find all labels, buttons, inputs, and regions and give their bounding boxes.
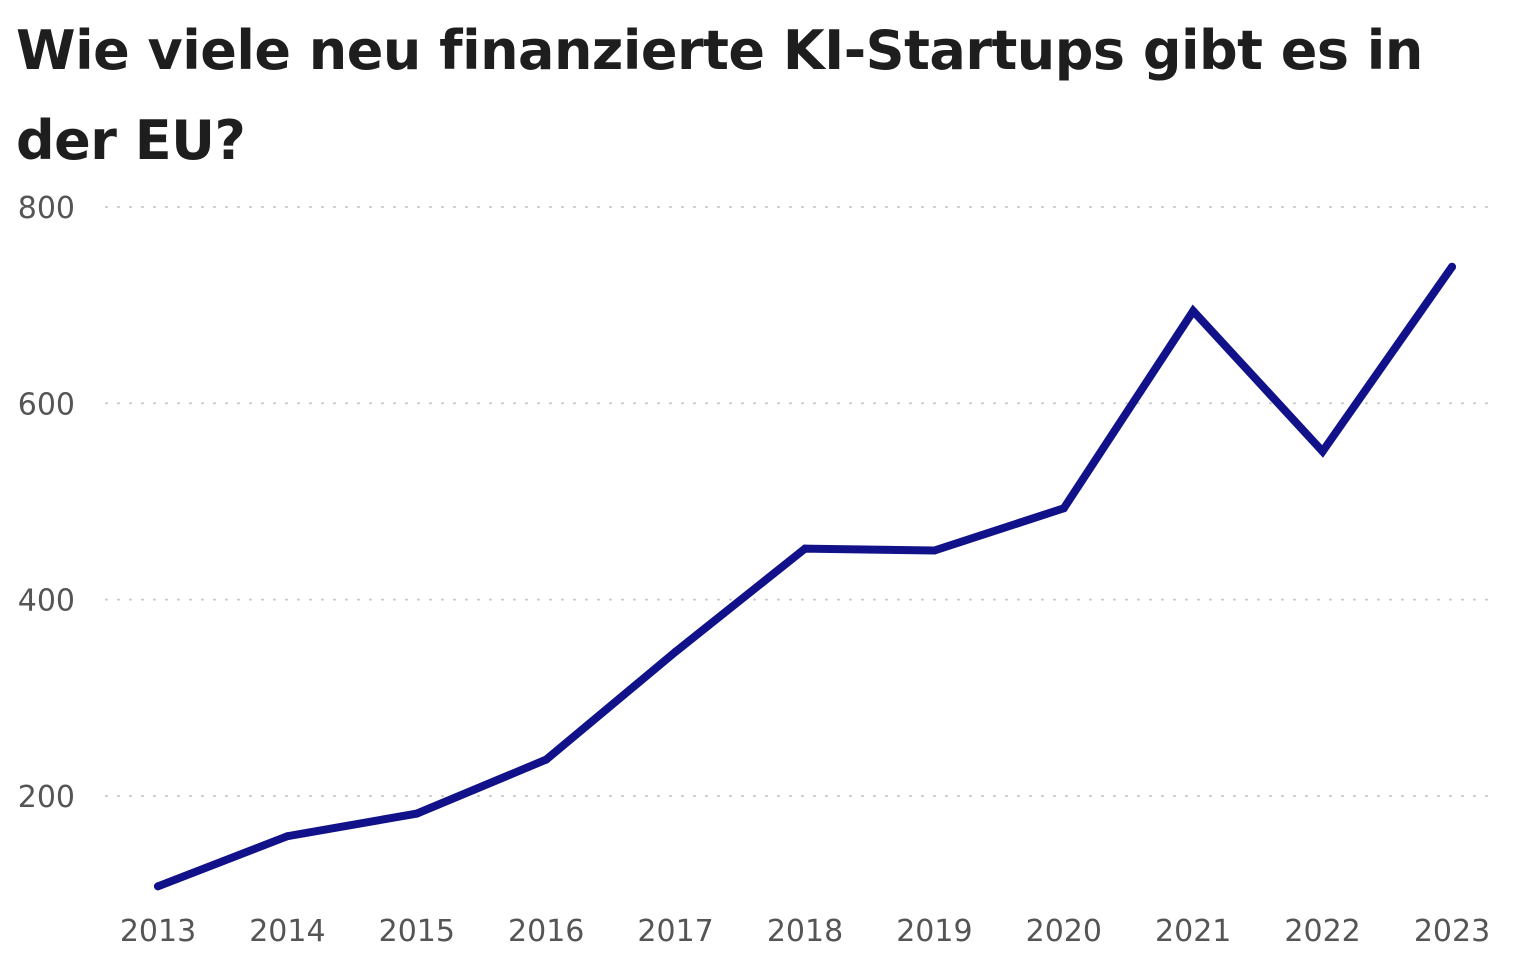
chart-title: Wie viele neu finanzierte KI-Startups gi… bbox=[16, 19, 1423, 172]
y-tick-label: 600 bbox=[18, 387, 75, 422]
gridlines bbox=[105, 205, 1493, 797]
x-tick-label: 2020 bbox=[1026, 914, 1102, 949]
data-point-2016 bbox=[542, 755, 551, 764]
data-point-2023 bbox=[1448, 262, 1456, 271]
data-point-2014 bbox=[283, 832, 292, 841]
x-tick-label: 2023 bbox=[1414, 914, 1490, 949]
x-tick-label: 2016 bbox=[508, 914, 584, 949]
data-point-2017 bbox=[671, 647, 680, 656]
data-point-2019 bbox=[930, 546, 939, 555]
y-axis-ticks: 200 400 600 800 bbox=[18, 191, 75, 815]
x-tick-label: 2015 bbox=[379, 914, 455, 949]
y-tick-label: 400 bbox=[18, 584, 75, 619]
data-point-2013 bbox=[154, 882, 162, 891]
data-point-2018 bbox=[801, 544, 809, 553]
series-line bbox=[154, 262, 1456, 891]
x-tick-label: 2022 bbox=[1284, 914, 1360, 949]
x-tick-label: 2017 bbox=[637, 914, 713, 949]
x-tick-label: 2014 bbox=[249, 914, 325, 949]
y-tick-label: 200 bbox=[18, 780, 75, 815]
x-tick-label: 2013 bbox=[120, 914, 196, 949]
x-tick-label: 2018 bbox=[767, 914, 843, 949]
x-tick-label: 2021 bbox=[1155, 914, 1231, 949]
series-layer bbox=[154, 262, 1456, 891]
x-axis-ticks: 2013 2014 2015 2016 2017 2018 2019 2020 2021 2022… bbox=[120, 914, 1490, 949]
data-point-2021 bbox=[1189, 307, 1198, 316]
x-tick-label: 2019 bbox=[896, 914, 972, 949]
data-point-2022 bbox=[1318, 447, 1327, 456]
data-point-2015 bbox=[412, 809, 421, 818]
data-point-2020 bbox=[1059, 504, 1068, 513]
y-tick-label: 800 bbox=[18, 191, 75, 226]
